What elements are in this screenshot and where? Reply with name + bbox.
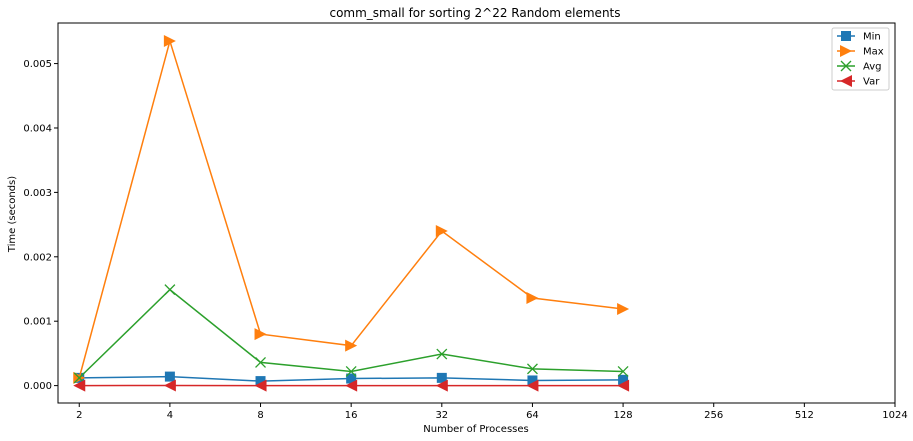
legend-marker-max [840, 45, 852, 57]
y-axis-label: Time (seconds) [7, 176, 18, 253]
data-point-max [435, 225, 448, 238]
plot-frame [57, 22, 896, 404]
series-line-max [78, 38, 624, 379]
data-point-var [254, 379, 267, 392]
legend-item-min: Min [837, 31, 881, 43]
data-point-avg [255, 356, 266, 368]
x-axis: 2 4 8 16 32 64 128 256 512 1024 [76, 403, 908, 421]
data-point-avg [164, 284, 176, 296]
chart-title: comm_small for sorting 2^22 Random eleme… [329, 6, 620, 20]
legend-box [831, 27, 890, 91]
x-tick-label: 128 [614, 410, 633, 421]
legend-marker-min [841, 31, 851, 41]
x-tick-label: 32 [435, 410, 448, 421]
series-line-avg [78, 288, 624, 379]
x-tick-label: 2 [76, 410, 82, 421]
data-point-min [164, 371, 175, 382]
x-tick-label: 8 [257, 410, 263, 421]
data-point-min [618, 374, 629, 385]
legend-label: Var [863, 77, 880, 88]
data-point-avg [345, 365, 357, 377]
x-tick-label: 1024 [882, 410, 907, 421]
legend-label: Max [863, 47, 884, 58]
data-point-max [345, 339, 358, 352]
y-tick-label: 0.000 [23, 381, 52, 392]
data-point-var [526, 379, 539, 392]
legend-item-avg: Avg [837, 60, 882, 73]
legend-label: Avg [863, 62, 882, 73]
data-point-min [346, 373, 357, 384]
x-tick-label: 4 [167, 410, 173, 421]
series-min [74, 371, 629, 387]
data-point-max [526, 292, 539, 305]
x-axis-label: Number of Processes [423, 424, 528, 435]
data-point-max [163, 35, 176, 48]
series-layer [73, 35, 630, 392]
data-point-min [527, 375, 538, 386]
legend: Min Max Avg Var [831, 27, 890, 91]
data-point-var [345, 379, 358, 392]
data-point-max [617, 302, 630, 315]
data-point-var [435, 379, 448, 392]
data-point-min [436, 372, 447, 383]
data-point-min [255, 376, 266, 387]
series-max [73, 35, 630, 384]
y-tick-label: 0.004 [23, 123, 52, 134]
x-tick-label: 256 [704, 410, 723, 421]
x-tick-label: 512 [795, 410, 814, 421]
y-tick-label: 0.001 [23, 317, 52, 328]
data-point-var [163, 379, 176, 392]
legend-item-var: Var [837, 75, 880, 88]
legend-item-max: Max [837, 45, 884, 58]
series-var [73, 379, 630, 392]
data-point-avg [617, 365, 629, 377]
series-avg [73, 284, 629, 384]
y-axis: 0.000 0.001 0.002 0.003 0.004 0.005 [23, 59, 58, 392]
legend-label: Min [863, 32, 881, 43]
y-tick-label: 0.002 [23, 252, 52, 263]
legend-marker-var [840, 75, 852, 87]
data-point-avg [526, 363, 538, 375]
data-point-var [73, 379, 86, 392]
legend-marker-avg [840, 60, 852, 72]
x-tick-label: 16 [345, 410, 358, 421]
data-point-max [254, 328, 267, 341]
data-point-var [617, 379, 630, 392]
y-tick-label: 0.003 [23, 188, 52, 199]
y-tick-label: 0.005 [23, 59, 52, 70]
data-point-avg [436, 348, 448, 360]
x-tick-label: 64 [526, 410, 539, 421]
